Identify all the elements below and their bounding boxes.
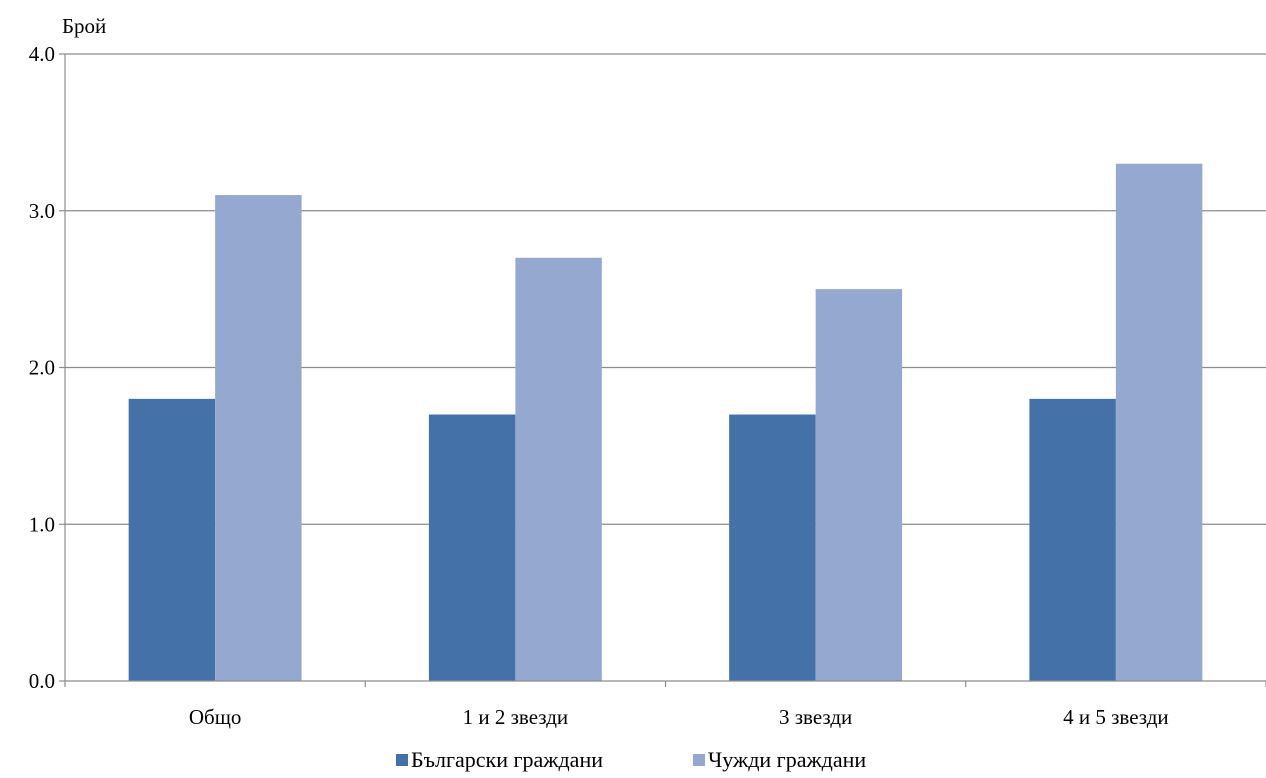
bar — [815, 289, 903, 681]
legend-label: Чужди граждани — [708, 747, 866, 772]
x-tick-label: 1 и 2 звезди — [463, 705, 569, 729]
y-tick-label: 1.0 — [29, 512, 55, 536]
y-tick-label: 4.0 — [29, 42, 55, 66]
y-tick-label: 3.0 — [29, 199, 55, 223]
bar — [515, 257, 602, 681]
bar — [428, 414, 516, 681]
x-tick-label: Общо — [189, 705, 242, 729]
legend: Български граждани Чужди граждани — [396, 747, 866, 772]
y-tick-labels: 0.0 1.0 2.0 3.0 4.0 — [29, 42, 55, 693]
legend-swatch — [396, 754, 408, 766]
y-tick-label: 2.0 — [29, 356, 55, 380]
bar — [1115, 163, 1203, 682]
bar — [1029, 398, 1116, 681]
bar — [215, 195, 302, 681]
bars — [128, 163, 1203, 682]
y-tick-label: 0.0 — [29, 669, 55, 693]
bar — [128, 398, 216, 681]
bar — [729, 414, 816, 681]
legend-swatch — [693, 754, 705, 766]
x-tick-labels: Общо 1 и 2 звезди 3 звезди 4 и 5 звезди — [189, 705, 1169, 729]
axes — [64, 54, 1266, 687]
x-tick-label: 4 и 5 звезди — [1063, 705, 1169, 729]
legend-label: Български граждани — [411, 747, 603, 772]
x-tick-label: 3 звезди — [779, 705, 852, 729]
y-axis-unit-label: Брой — [62, 14, 106, 38]
